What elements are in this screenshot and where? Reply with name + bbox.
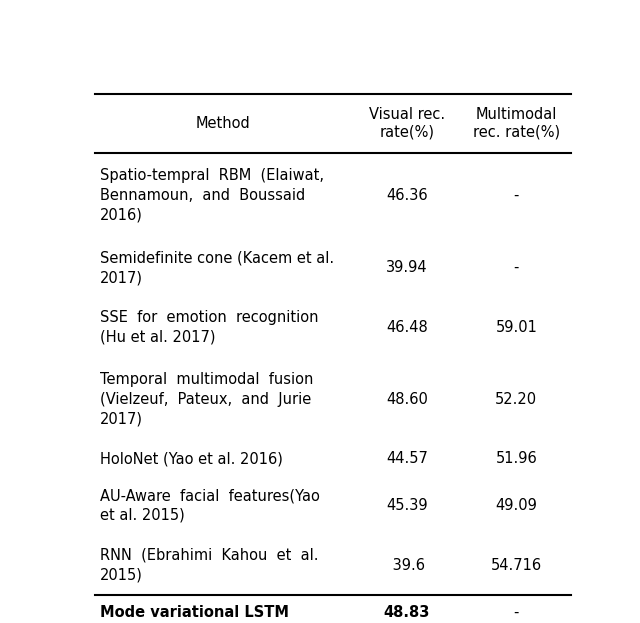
Text: 52.20: 52.20 (495, 391, 538, 407)
Text: 45.39: 45.39 (386, 498, 428, 513)
Text: 51.96: 51.96 (495, 451, 537, 466)
Text: -: - (513, 604, 519, 619)
Text: 46.36: 46.36 (386, 188, 428, 203)
Text: 48.60: 48.60 (386, 391, 428, 407)
Text: Mode variational LSTM: Mode variational LSTM (100, 604, 289, 619)
Text: Temporal  multimodal  fusion
(Vielzeuf,  Pateux,  and  Jurie
2017): Temporal multimodal fusion (Vielzeuf, Pa… (100, 372, 313, 426)
Text: -: - (513, 188, 519, 203)
Text: Multimodal
rec. rate(%): Multimodal rec. rate(%) (473, 108, 560, 140)
Text: SSE  for  emotion  recognition
(Hu et al. 2017): SSE for emotion recognition (Hu et al. 2… (100, 310, 318, 345)
Text: 46.48: 46.48 (386, 320, 428, 335)
Text: 49.09: 49.09 (495, 498, 537, 513)
Text: 39.94: 39.94 (386, 260, 428, 275)
Text: 48.83: 48.83 (383, 604, 430, 619)
Text: Spatio-tempral  RBM  (Elaiwat,
Bennamoun,  and  Boussaid
2016): Spatio-tempral RBM (Elaiwat, Bennamoun, … (100, 168, 324, 223)
Text: Visual rec.
rate(%): Visual rec. rate(%) (369, 108, 445, 140)
Text: 39.6: 39.6 (388, 558, 425, 573)
Text: 44.57: 44.57 (386, 451, 428, 466)
Text: 59.01: 59.01 (495, 320, 537, 335)
Text: Method: Method (196, 117, 251, 131)
Text: 54.716: 54.716 (491, 558, 542, 573)
Text: Semidefinite cone (Kacem et al.
2017): Semidefinite cone (Kacem et al. 2017) (100, 250, 334, 285)
Text: AU-Aware  facial  features(Yao
et al. 2015): AU-Aware facial features(Yao et al. 2015… (100, 488, 320, 523)
Text: -: - (513, 260, 519, 275)
Text: RNN  (Ebrahimi  Kahou  et  al.
2015): RNN (Ebrahimi Kahou et al. 2015) (100, 548, 318, 583)
Text: HoloNet (Yao et al. 2016): HoloNet (Yao et al. 2016) (100, 451, 283, 466)
